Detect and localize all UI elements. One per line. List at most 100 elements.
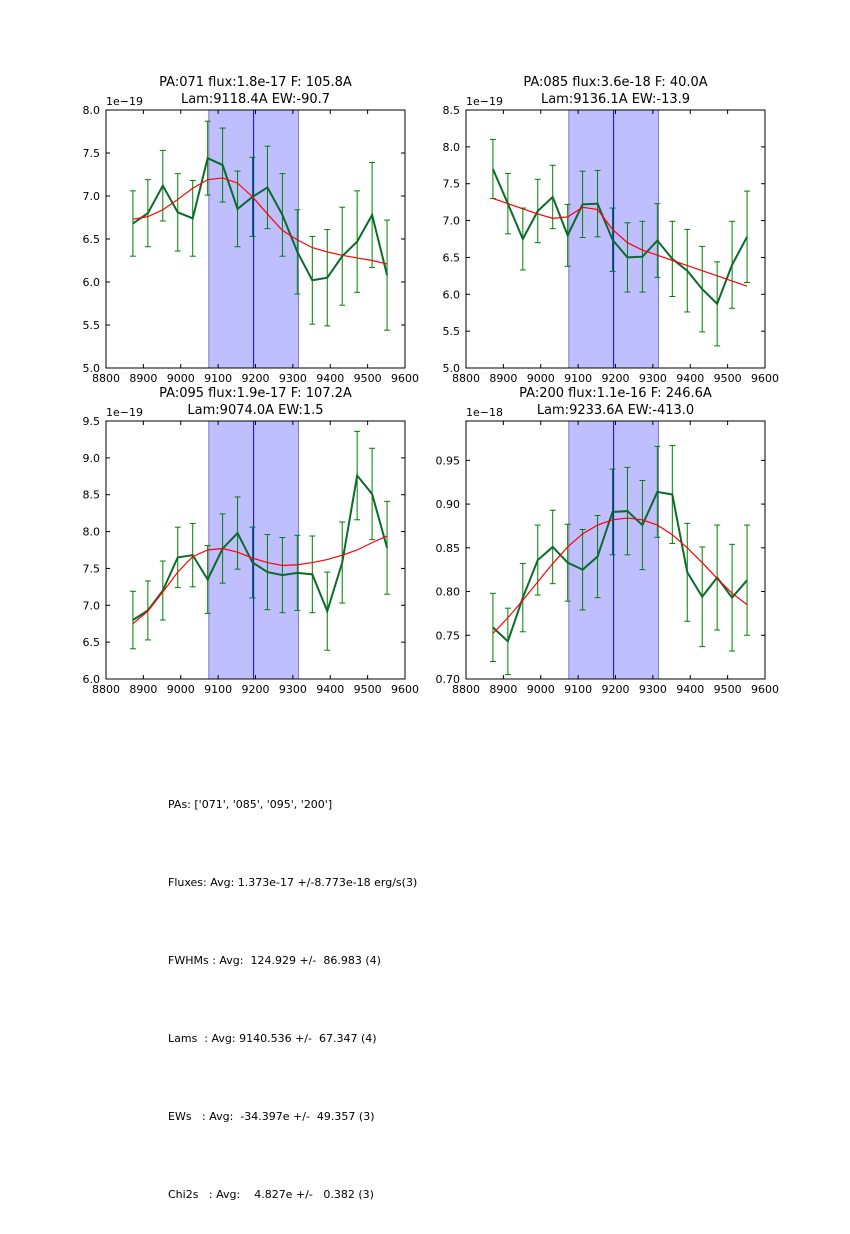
x-tick-label: 9200 [242,683,270,696]
y-tick-label: 0.80 [436,586,461,599]
y-tick-label: 0.70 [436,673,461,686]
x-tick-label: 9200 [242,372,270,385]
figure: 8800 8900 9000 9100 9200 9300 9400 9500 9600 5.0 5… [83,75,780,696]
y-tick-label: 0.90 [436,498,461,511]
x-tick-label: 9400 [676,683,704,696]
summary-chi2s: Chi2s : Avg: 4.827e +/- 0.382 (3) [168,1188,374,1201]
y-tick-label: 8.5 [83,489,101,502]
x-tick-label: 9400 [316,372,344,385]
y-tick-label: 9.5 [83,415,101,428]
summary-lams: Lams : Avg: 9140.536 +/- 67.347 (4) [168,1032,377,1045]
data-series-line [492,490,748,644]
x-tick-label: 9600 [391,683,419,696]
x-tick-label: 9000 [527,683,555,696]
x-tick-label: 9400 [676,372,704,385]
x-tick-label: 9300 [639,683,667,696]
summary-pas: PAs: ['071', '085', '095', '200'] [168,798,333,811]
y-tick-label: 8.5 [443,104,461,117]
subplot-2: 8800 8900 9000 9100 9200 9300 9400 9500 9600 5.0 5… [443,75,780,385]
y-tick-label: 5.0 [83,362,101,375]
x-tick-label: 9200 [602,683,630,696]
plot-area [489,421,751,679]
plot-area [129,421,391,679]
data-series-line [491,168,748,306]
y-tick-label: 0.75 [436,629,461,642]
subplot-title-line2: Lam:9074.0A EW:1.5 [187,403,323,418]
plot-area [129,110,391,368]
subplot-title-line1: PA:071 flux:1.8e-17 F: 105.8A [159,75,352,90]
x-tick-label: 9000 [527,372,555,385]
fit-series-line [132,177,388,265]
y-offset-label: 1e−18 [466,406,503,419]
y-offset-label: 1e−19 [106,95,143,108]
x-tick-label: 9600 [751,683,779,696]
x-tick-label: 9100 [564,683,592,696]
y-tick-label: 0.95 [436,454,461,467]
x-tick-label: 9500 [714,372,742,385]
y-tick-label: 7.0 [83,599,101,612]
x-tick-label: 9100 [204,683,232,696]
subplot-title-line1: PA:085 flux:3.6e-18 F: 40.0A [523,75,707,90]
x-tick-label: 9000 [167,372,195,385]
y-tick-label: 6.5 [83,636,101,649]
x-tick-label: 9000 [167,683,195,696]
summary-fluxes: Fluxes: Avg: 1.373e-17 +/-8.773e-18 erg/… [168,876,418,889]
data-series-line [132,473,389,621]
y-tick-label: 0.85 [436,542,461,555]
subplot-4: 8800 8900 9000 9100 9200 9300 9400 9500 9600 0.70… [436,386,780,696]
y-tick-label: 5.5 [443,325,461,338]
subplot-title-line1: PA:095 flux:1.9e-17 F: 107.2A [159,386,352,401]
x-tick-label: 8800 [452,372,480,385]
summary-fwhms: FWHMs : Avg: 124.929 +/- 86.983 (4) [168,954,381,967]
subplot-1: 8800 8900 9000 9100 9200 9300 9400 9500 9600 5.0 5… [83,75,420,385]
x-tick-label: 9500 [354,683,382,696]
x-tick-label: 9600 [391,372,419,385]
subplot-title-line1: PA:200 flux:1.1e-16 F: 246.6A [519,386,712,401]
x-tick-label: 9400 [316,683,344,696]
fit-series-line [132,535,388,625]
x-tick-label: 9200 [602,372,630,385]
x-tick-label: 9100 [204,372,232,385]
x-tick-label: 8900 [129,372,157,385]
x-tick-label: 8900 [129,683,157,696]
summary-ews: EWs : Avg: -34.397e +/- 49.357 (3) [168,1110,375,1123]
y-tick-label: 8.0 [83,104,101,117]
x-tick-label: 9100 [564,372,592,385]
subplot-title-line2: Lam:9233.6A EW:-413.0 [537,403,694,418]
y-tick-label: 7.5 [83,562,101,575]
fit-series-line [492,517,748,634]
y-tick-label: 7.0 [443,215,461,228]
y-tick-label: 7.5 [83,147,101,160]
y-tick-label: 6.0 [443,288,461,301]
y-tick-label: 6.0 [83,276,101,289]
y-tick-label: 6.5 [83,233,101,246]
y-tick-label: 6.0 [83,673,101,686]
y-tick-label: 5.5 [83,319,101,332]
x-tick-label: 8900 [489,372,517,385]
fit-series-line [492,197,748,287]
data-series-line [132,156,389,282]
y-tick-label: 6.5 [443,251,461,264]
y-offset-label: 1e−19 [466,95,503,108]
x-tick-label: 8800 [452,683,480,696]
x-tick-label: 9300 [279,372,307,385]
x-tick-label: 9300 [639,372,667,385]
y-tick-label: 9.0 [83,452,101,465]
x-tick-label: 8800 [92,372,120,385]
y-tick-label: 5.0 [443,362,461,375]
x-tick-label: 9500 [714,683,742,696]
y-tick-label: 8.0 [443,141,461,154]
x-tick-label: 8800 [92,683,120,696]
x-tick-label: 9300 [279,683,307,696]
x-tick-label: 9500 [354,372,382,385]
x-tick-label: 8900 [489,683,517,696]
subplot-title-line2: Lam:9136.1A EW:-13.9 [541,92,690,107]
x-tick-label: 9600 [751,372,779,385]
subplot-title-line2: Lam:9118.4A EW:-90.7 [181,92,330,107]
y-tick-label: 8.0 [83,526,101,539]
y-offset-label: 1e−19 [106,406,143,419]
plot-area [489,110,751,368]
y-tick-label: 7.0 [83,190,101,203]
y-tick-label: 7.5 [443,178,461,191]
summary-stats: PAs: ['071', '085', '095', '200'] Fluxes… [168,740,417,1234]
